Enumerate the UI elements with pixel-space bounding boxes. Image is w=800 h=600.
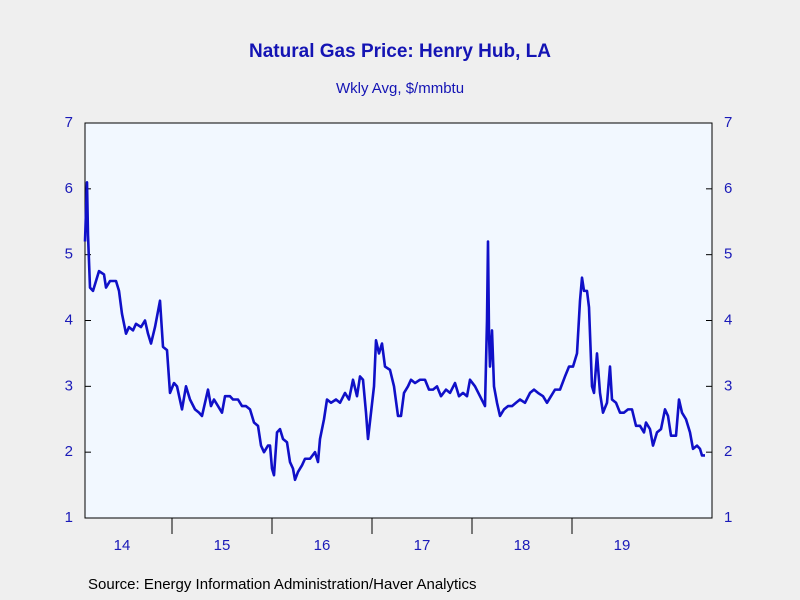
x-tick-label: 18 bbox=[514, 537, 531, 554]
chart-title: Natural Gas Price: Henry Hub, LA bbox=[249, 41, 551, 62]
y-tick-label: 5 bbox=[65, 246, 73, 263]
x-tick-label: 14 bbox=[114, 537, 131, 554]
x-tick-label: 19 bbox=[614, 537, 631, 554]
y-tick-label: 1 bbox=[65, 509, 73, 526]
y-tick-label: 4 bbox=[65, 311, 73, 328]
y-tick-label: 6 bbox=[65, 180, 73, 197]
price-line bbox=[83, 180, 705, 482]
y2-tick-label: 7 bbox=[724, 114, 732, 131]
y2-tick-label: 5 bbox=[724, 246, 732, 263]
y-tick-label: 2 bbox=[65, 443, 73, 460]
x-tick-label: 16 bbox=[314, 537, 331, 554]
y2-tick-label: 2 bbox=[724, 443, 732, 460]
y2-tick-label: 3 bbox=[724, 377, 732, 394]
y2-tick-label: 6 bbox=[724, 180, 732, 197]
plot-area bbox=[84, 122, 713, 519]
y2-tick-label: 1 bbox=[724, 509, 732, 526]
y-tick-label: 3 bbox=[65, 377, 73, 394]
y2-tick-label: 4 bbox=[724, 311, 732, 328]
x-tick-label: 17 bbox=[414, 537, 431, 554]
x-tick-label: 15 bbox=[214, 537, 231, 554]
source-note: Source: Energy Information Administratio… bbox=[88, 576, 477, 593]
chart-subtitle: Wkly Avg, $/mmbtu bbox=[336, 80, 464, 97]
y-tick-label: 7 bbox=[65, 114, 73, 131]
